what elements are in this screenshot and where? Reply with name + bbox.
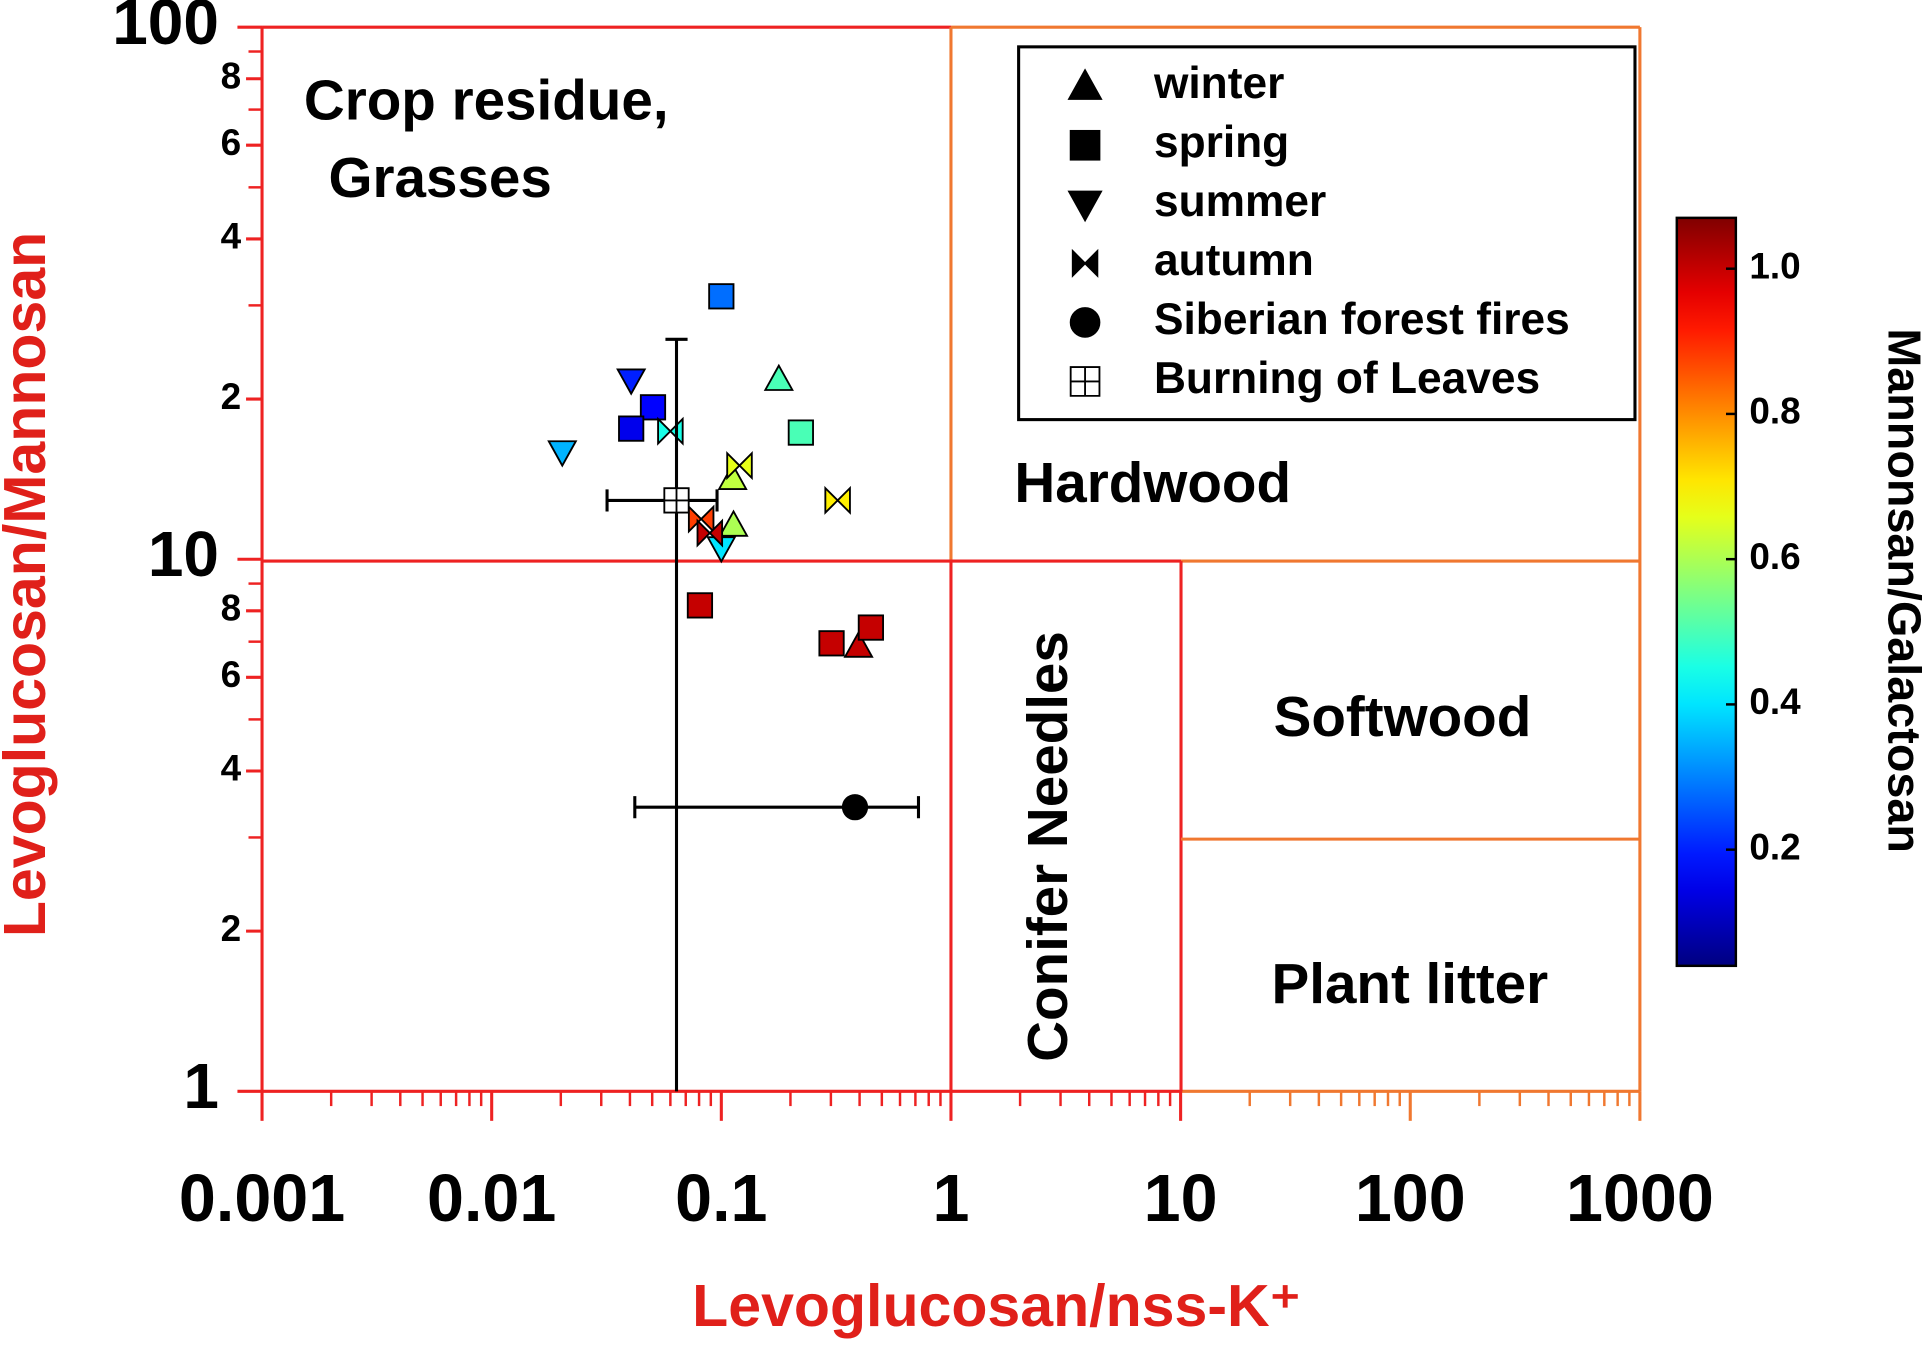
y-axis-label: Levoglucosan/Mannosan: [0, 232, 58, 937]
marker: [726, 451, 753, 481]
marker: [1067, 68, 1103, 100]
y-tick-label: 1: [183, 1050, 219, 1122]
legend-label: summer: [1154, 177, 1326, 226]
y-tick-label: 6: [221, 654, 242, 695]
marker: [824, 485, 851, 515]
marker: [1067, 190, 1103, 223]
marker: [1069, 129, 1101, 161]
marker: [618, 415, 645, 442]
marker: [841, 794, 869, 821]
marker: [696, 518, 724, 548]
legend: [1017, 45, 1637, 422]
x-tick-label: 0.1: [675, 1162, 767, 1236]
region-label: Crop residue,: [304, 69, 669, 132]
colorbar-tick-label: 0.4: [1749, 681, 1801, 722]
x-tick-label: 100: [1355, 1162, 1466, 1236]
marker: [708, 283, 735, 310]
x-error-bar: [605, 489, 719, 512]
legend-label: Burning of Leaves: [1154, 354, 1540, 403]
marker: [547, 440, 578, 468]
y-tick-label: 100: [112, 0, 219, 58]
region-label: Hardwood: [1014, 451, 1291, 514]
marker: [616, 368, 647, 396]
marker: [639, 394, 667, 421]
x-error-bar: [633, 796, 921, 819]
x-tick-label: 0.001: [179, 1162, 345, 1236]
x-tick-label: 10: [1144, 1162, 1218, 1236]
marker: [1071, 248, 1099, 278]
region-label: Conifer Needles: [1016, 631, 1079, 1062]
x-tick-label: 1: [932, 1162, 969, 1236]
y-tick-label: 8: [221, 588, 242, 629]
y-error-bar: [665, 337, 688, 1092]
marker: [763, 363, 794, 391]
y-tick-label: 4: [221, 748, 242, 789]
x-tick-label: 0.01: [427, 1162, 556, 1236]
x-tick-label: 1000: [1566, 1162, 1714, 1236]
legend-label: autumn: [1154, 236, 1314, 285]
legend-label: winter: [1153, 59, 1284, 108]
marker: [1069, 307, 1101, 338]
colorbar-tick-label: 0.8: [1749, 391, 1800, 432]
region-label: Grasses: [328, 146, 551, 209]
marker: [717, 462, 748, 490]
marker: [1069, 366, 1101, 397]
y-tick-label: 4: [221, 216, 242, 257]
marker: [663, 487, 690, 514]
y-tick-label: 10: [148, 518, 219, 590]
colorbar-tick-label: 1.0: [1749, 245, 1800, 286]
x-axis-label: Levoglucosan/nss-K⁺: [692, 1273, 1301, 1339]
marker: [857, 614, 884, 641]
colorbar: [1675, 216, 1738, 968]
marker: [787, 419, 814, 446]
y-tick-label: 2: [221, 376, 242, 417]
legend-label: Siberian forest fires: [1154, 295, 1570, 344]
marker: [718, 509, 749, 537]
colorbar-label: Mannonsan/Galactosan: [1878, 328, 1929, 853]
marker: [657, 416, 684, 446]
marker: [687, 504, 715, 534]
colorbar-tick-label: 0.2: [1749, 826, 1800, 867]
marker: [686, 592, 714, 619]
y-tick-label: 8: [221, 55, 242, 96]
legend-label: spring: [1154, 118, 1289, 167]
y-tick-label: 2: [221, 908, 242, 949]
colorbar-tick-label: 0.6: [1749, 536, 1800, 577]
marker: [843, 630, 874, 658]
region-label: Plant litter: [1272, 952, 1549, 1015]
marker: [818, 630, 845, 657]
y-tick-label: 6: [221, 122, 242, 163]
region-label: Softwood: [1274, 685, 1532, 748]
